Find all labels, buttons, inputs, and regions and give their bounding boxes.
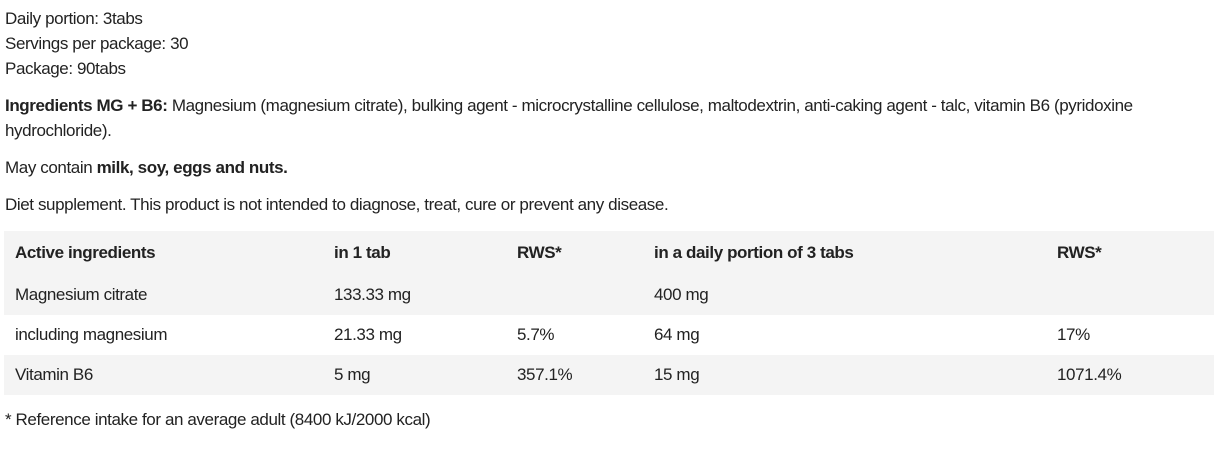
header-active-ingredients: Active ingredients bbox=[15, 243, 156, 262]
cell-ingredient: including magnesium bbox=[15, 325, 168, 344]
cell-per-tab: 21.33 mg bbox=[334, 325, 402, 344]
table-row: including magnesium 21.33 mg 5.7% 64 mg … bbox=[4, 315, 1214, 355]
header-rws-2: RWS* bbox=[1057, 243, 1102, 262]
cell-rws-tab: 5.7% bbox=[517, 325, 555, 344]
footnote: * Reference intake for an average adult … bbox=[5, 410, 431, 429]
cell-per-portion: 15 mg bbox=[654, 365, 700, 384]
table-header-row: Active ingredients in 1 tab RWS* in a da… bbox=[4, 231, 1214, 275]
ingredients: Ingredients MG + B6: Magnesium (magnesiu… bbox=[5, 93, 1214, 143]
cell-per-portion: 400 mg bbox=[654, 285, 709, 304]
cell-rws-tab: 357.1% bbox=[517, 365, 573, 384]
cell-per-portion: 64 mg bbox=[654, 325, 700, 344]
cell-rws-portion: 1071.4% bbox=[1057, 365, 1122, 384]
product-info: Daily portion: 3tabs Servings per packag… bbox=[4, 9, 1214, 429]
disclaimer: Diet supplement. This product is not int… bbox=[5, 195, 669, 214]
nutrition-table: Active ingredients in 1 tab RWS* in a da… bbox=[4, 231, 1214, 395]
servings-per-package: Servings per package: 30 bbox=[5, 34, 189, 53]
package-size: Package: 90tabs bbox=[5, 59, 126, 78]
table-row: Vitamin B6 5 mg 357.1% 15 mg 1071.4% bbox=[4, 355, 1214, 395]
allergens: May contain milk, soy, eggs and nuts. bbox=[5, 155, 1214, 180]
header-rws-1: RWS* bbox=[517, 243, 562, 262]
cell-ingredient: Vitamin B6 bbox=[15, 365, 93, 384]
header-daily-portion: in a daily portion of 3 tabs bbox=[654, 243, 854, 262]
allergens-list: milk, soy, eggs and nuts. bbox=[96, 158, 288, 177]
cell-rws-portion bbox=[1057, 275, 1214, 315]
cell-rws-tab bbox=[517, 275, 654, 315]
cell-per-tab: 133.33 mg bbox=[334, 285, 411, 304]
header-in-1-tab: in 1 tab bbox=[334, 243, 391, 262]
table-row: Magnesium citrate 133.33 mg 400 mg bbox=[4, 275, 1214, 315]
ingredients-text: Magnesium (magnesium citrate), bulking a… bbox=[5, 96, 1133, 140]
cell-per-tab: 5 mg bbox=[334, 365, 371, 384]
cell-rws-portion: 17% bbox=[1057, 325, 1090, 344]
cell-ingredient: Magnesium citrate bbox=[15, 285, 148, 304]
allergens-prefix: May contain bbox=[5, 158, 97, 177]
ingredients-label: Ingredients MG + B6: bbox=[5, 96, 168, 115]
daily-portion: Daily portion: 3tabs bbox=[5, 9, 143, 28]
